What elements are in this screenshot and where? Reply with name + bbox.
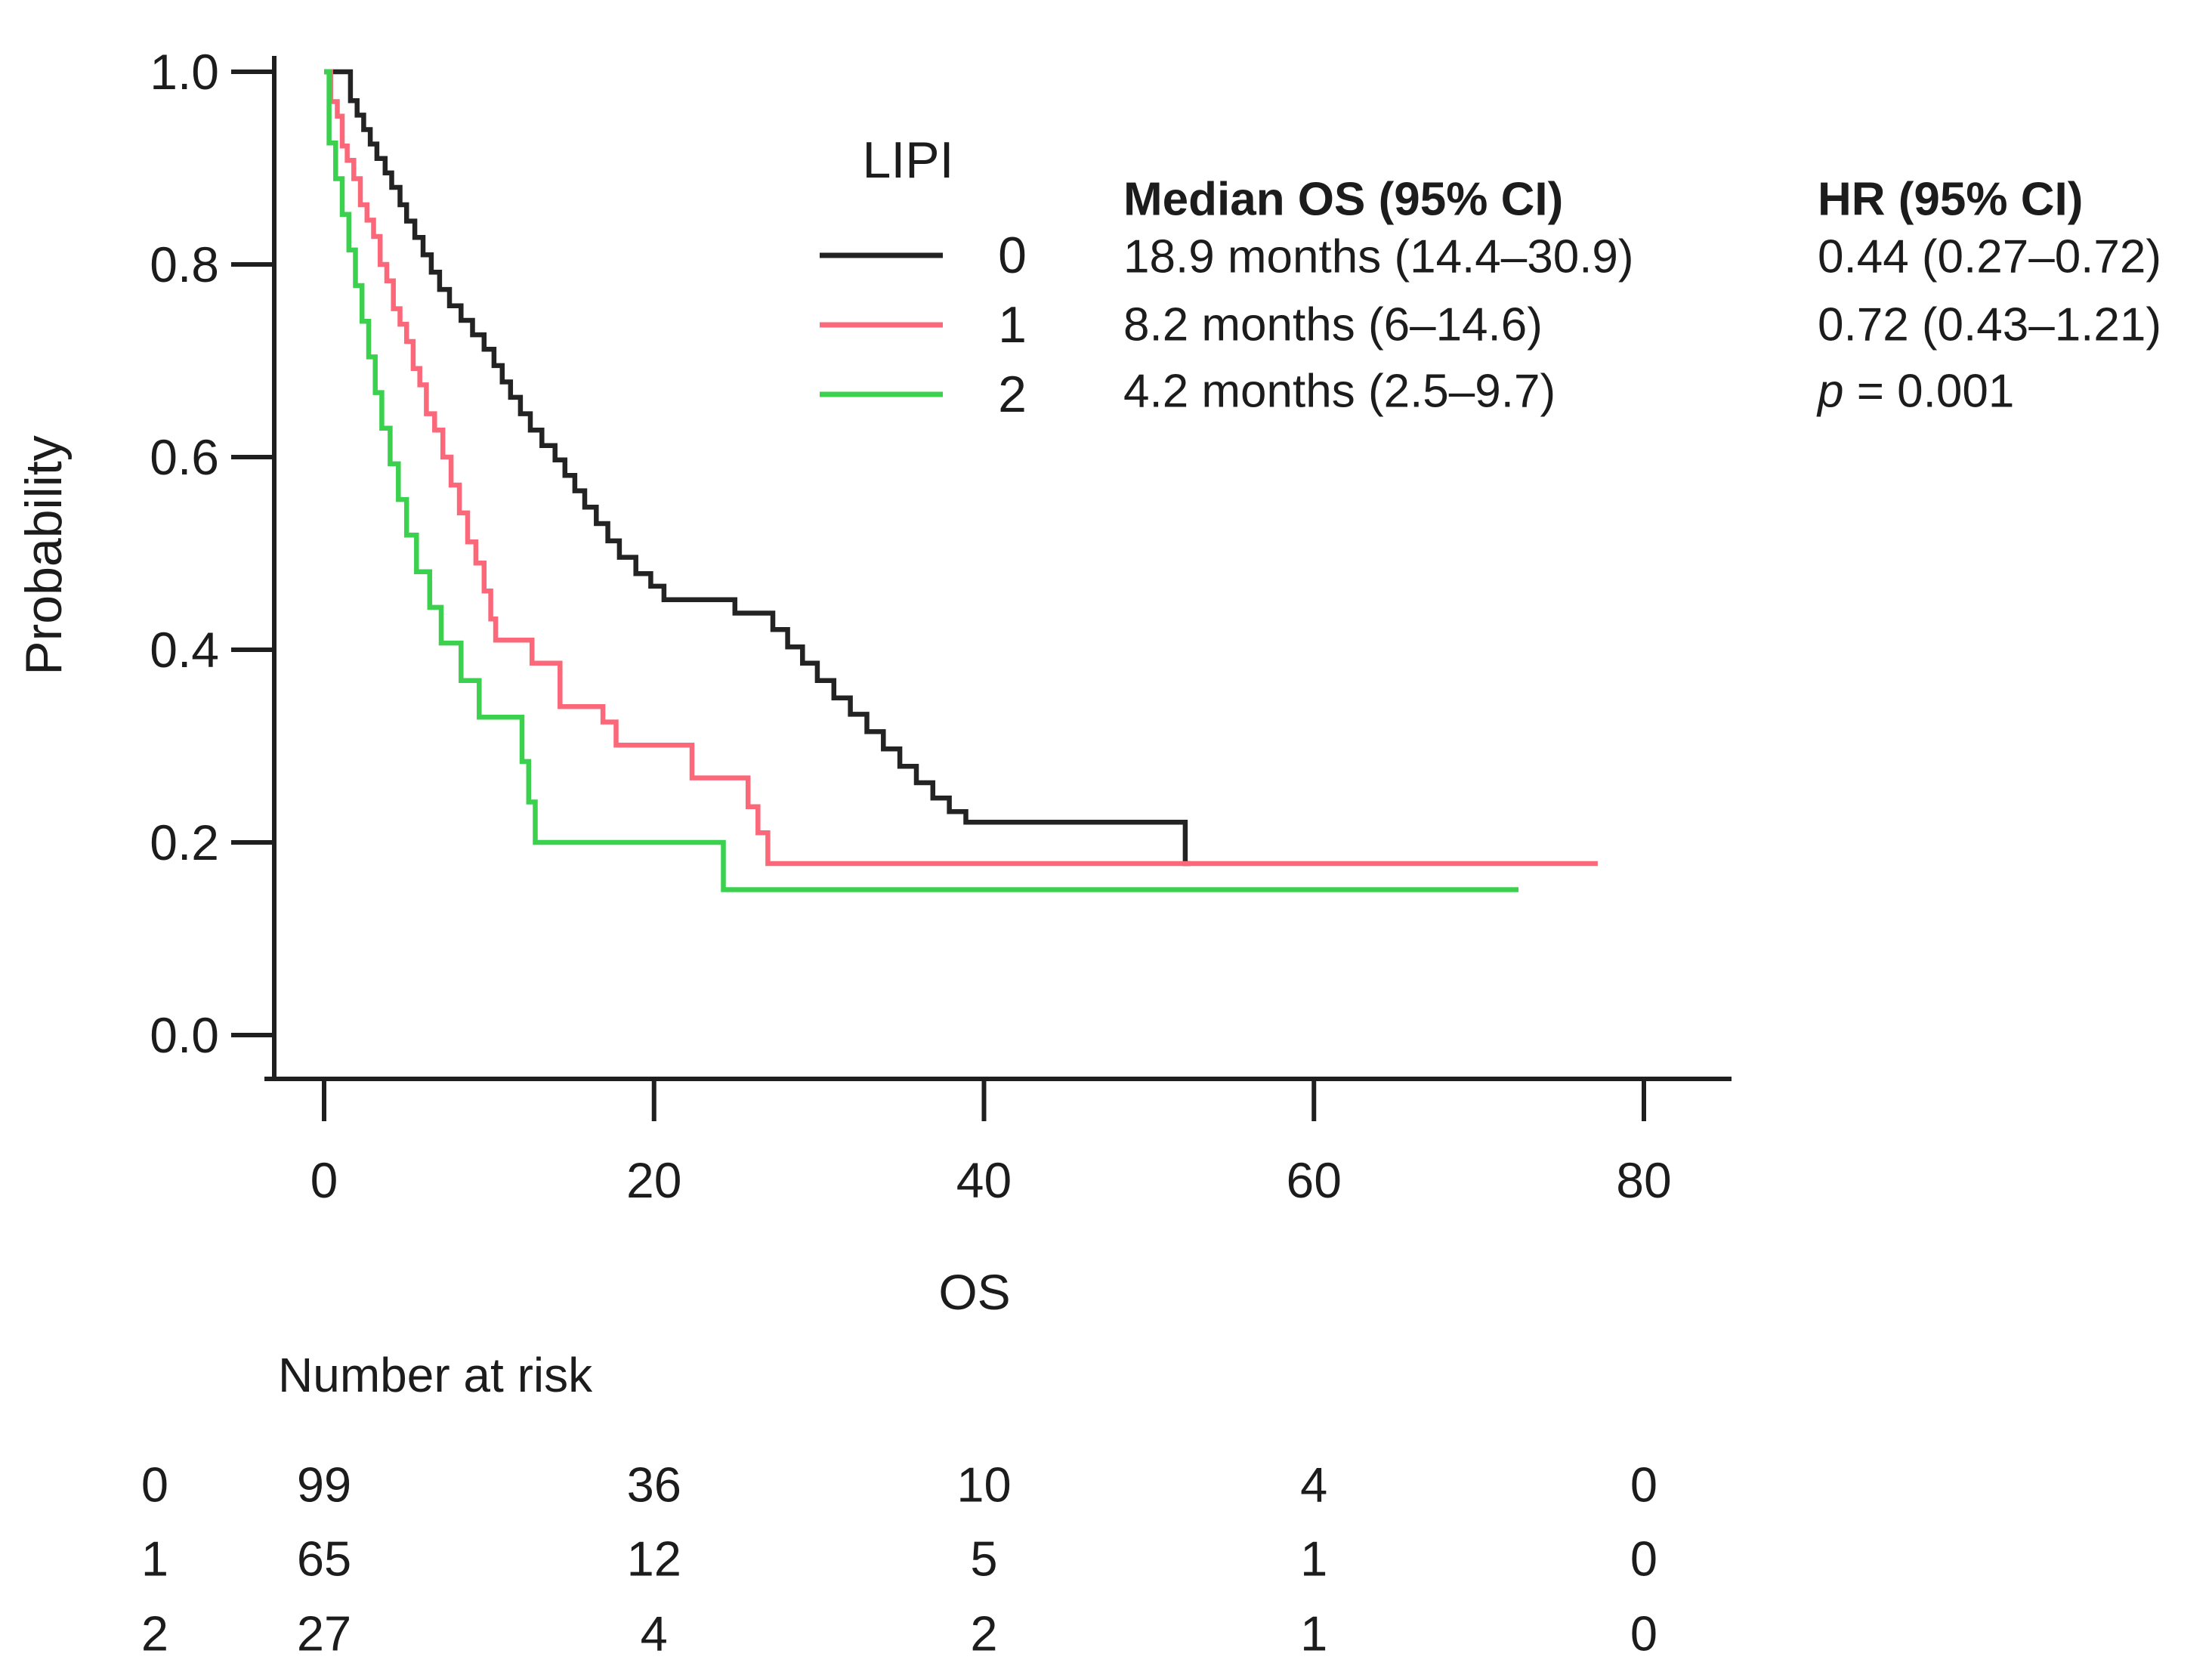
risk-count: 36 [626, 1457, 681, 1513]
x-tick-label: 60 [1286, 1152, 1342, 1208]
legend-label-0: 0 [998, 227, 1027, 284]
median-os-header: Median OS (95% CI) [1123, 173, 1564, 226]
risk-count: 0 [1630, 1605, 1658, 1661]
risk-count: 4 [1300, 1457, 1328, 1513]
x-tick-label: 80 [1616, 1152, 1672, 1208]
risk-count: 2 [970, 1605, 998, 1661]
legend-title: LIPI [862, 131, 954, 189]
y-tick-label: 0.0 [150, 1007, 219, 1063]
y-tick-label: 0.2 [150, 814, 219, 870]
risk-count: 12 [626, 1531, 681, 1587]
risk-count: 65 [296, 1531, 352, 1587]
hr-header: HR (95% CI) [1818, 173, 2084, 226]
legend-label-2: 2 [998, 366, 1027, 423]
median-os-row: 8.2 months (6–14.6) [1123, 298, 1543, 351]
risk-count: 1 [1300, 1605, 1328, 1661]
hr-row: 0.44 (0.27–0.72) [1818, 230, 2162, 283]
y-tick-label: 0.8 [150, 236, 219, 292]
y-axis-label: Probability [15, 435, 73, 675]
x-tick-label: 0 [310, 1152, 338, 1208]
km-curve-lipi-0 [324, 69, 1191, 867]
risk-count: 27 [296, 1605, 352, 1661]
risk-table-title: Number at risk [278, 1348, 593, 1402]
km-curve-lipi-1 [324, 69, 1598, 867]
x-tick-label: 40 [956, 1152, 1012, 1208]
risk-count: 4 [640, 1605, 668, 1661]
risk-count: 5 [970, 1531, 998, 1587]
x-tick-label: 20 [626, 1152, 682, 1208]
median-os-row: 18.9 months (14.4–30.9) [1123, 230, 1634, 283]
risk-count: 1 [1300, 1531, 1328, 1587]
p-value: p = 0.001 [1818, 365, 2015, 418]
risk-count: 10 [956, 1457, 1012, 1513]
risk-group-label-0: 0 [141, 1457, 169, 1513]
x-axis-label: OS [938, 1264, 1011, 1320]
hr-row: 0.72 (0.43–1.21) [1818, 298, 2162, 351]
y-tick-label: 0.6 [150, 429, 219, 485]
y-tick-label: 0.4 [150, 622, 219, 678]
risk-count: 0 [1630, 1457, 1658, 1513]
y-tick-label: 1.0 [150, 44, 219, 100]
risk-group-label-1: 1 [141, 1531, 169, 1587]
risk-count: 0 [1630, 1531, 1658, 1587]
median-os-row: 4.2 months (2.5–9.7) [1123, 365, 1556, 418]
p-label: p [1818, 365, 1844, 418]
risk-group-label-2: 2 [141, 1605, 169, 1661]
legend-label-1: 1 [998, 296, 1027, 354]
risk-count: 99 [296, 1457, 352, 1513]
km-curve-lipi-2 [324, 69, 1518, 892]
